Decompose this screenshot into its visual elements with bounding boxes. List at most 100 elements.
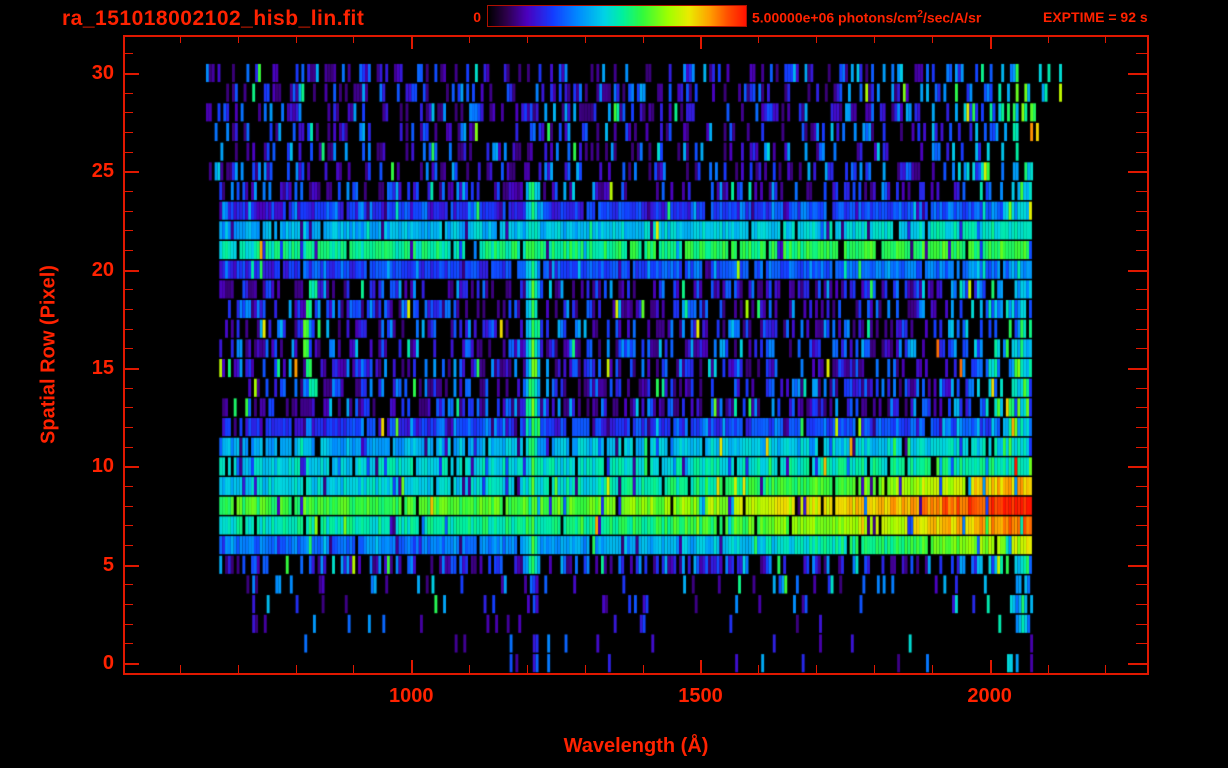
x-tick-minor: [237, 665, 239, 673]
y-tick-major-right: [1128, 171, 1147, 174]
x-tick-minor-top: [1047, 37, 1049, 43]
y-tick-minor: [125, 328, 133, 330]
x-tick-minor: [758, 665, 760, 673]
y-tick-major: [125, 564, 139, 567]
x-tick-minor-top: [526, 37, 528, 43]
y-tick-label: 10: [91, 455, 114, 478]
y-tick-minor: [125, 191, 133, 193]
x-tick-minor: [469, 665, 471, 673]
y-tick-minor-right: [1136, 309, 1147, 311]
colorbar-max-label: 5.00000e+06 photons/cm2/sec/A/sr: [752, 9, 981, 26]
x-tick-minor-top: [1105, 37, 1107, 43]
y-tick-minor-right: [1136, 604, 1147, 606]
x-tick-minor: [295, 665, 297, 673]
y-tick-minor: [125, 289, 133, 291]
y-tick-minor: [125, 643, 133, 645]
y-tick-major-right: [1128, 73, 1147, 75]
colorbar-gradient: [488, 6, 746, 26]
x-tick-label: 1000: [389, 685, 434, 707]
x-tick-minor-top: [584, 37, 586, 43]
y-tick-major-right: [1128, 466, 1147, 469]
x-tick-minor: [353, 665, 355, 673]
y-tick-minor-right: [1136, 250, 1147, 252]
y-tick-minor: [125, 525, 133, 527]
y-tick-minor-right: [1136, 623, 1147, 625]
y-tick-label: 30: [91, 62, 114, 84]
x-tick-minor-top: [874, 37, 875, 43]
y-tick-minor-right: [1136, 230, 1147, 232]
colorbar: [487, 5, 747, 27]
y-tick-minor-right: [1136, 92, 1147, 94]
y-tick-label: 0: [102, 652, 114, 675]
x-tick-minor: [1047, 665, 1049, 673]
x-tick-minor: [816, 665, 818, 673]
y-tick-label: 15: [91, 357, 114, 380]
y-tick-minor-right: [1136, 191, 1147, 193]
y-tick-minor-right: [1136, 151, 1147, 153]
y-tick-minor: [125, 230, 133, 232]
y-tick-minor: [125, 387, 133, 389]
y-tick-minor: [125, 348, 133, 350]
x-tick-major: [989, 660, 992, 673]
y-tick-minor-right: [1136, 407, 1147, 409]
x-tick-major-top: [700, 37, 703, 49]
x-tick-major-top: [411, 37, 414, 49]
y-tick-label: 25: [91, 160, 114, 183]
x-tick-minor: [931, 665, 933, 673]
colorbar-max-label-suffix: /sec/A/sr: [922, 9, 982, 26]
y-tick-minor: [125, 132, 133, 134]
y-tick-minor-right: [1136, 584, 1147, 586]
y-tick-minor: [125, 545, 133, 547]
y-tick-minor: [125, 407, 133, 409]
x-axis-label: Wavelength (Å): [563, 735, 709, 757]
y-tick-minor-right: [1136, 525, 1147, 527]
y-tick-major: [125, 269, 139, 272]
x-tick-minor: [584, 665, 586, 673]
y-tick-minor: [125, 112, 133, 114]
y-tick-minor: [125, 92, 133, 94]
y-tick-minor: [125, 53, 133, 55]
y-tick-minor: [125, 584, 133, 586]
y-tick-minor: [125, 604, 133, 606]
y-tick-minor: [125, 446, 133, 448]
x-tick-minor-top: [758, 37, 760, 43]
y-tick-major: [125, 171, 139, 174]
y-tick-minor: [125, 210, 133, 212]
y-tick-major: [125, 73, 139, 75]
spectrogram-heatmap: [125, 37, 1147, 673]
x-tick-minor-top: [353, 37, 355, 43]
x-tick-minor: [179, 665, 181, 673]
y-tick-major: [125, 663, 139, 666]
y-axis-label: Spatial Row (Pixel): [37, 265, 60, 444]
y-tick-minor-right: [1136, 289, 1147, 291]
y-tick-label: 20: [91, 258, 114, 281]
y-tick-minor: [125, 505, 133, 507]
y-tick-minor-right: [1136, 643, 1147, 645]
exptime-label: EXPTIME = 92 s: [1043, 9, 1148, 25]
x-tick-label: 2000: [967, 685, 1012, 707]
y-tick-minor-right: [1136, 348, 1147, 350]
plot-title: ra_151018002102_hisb_lin.fit: [62, 7, 365, 30]
y-tick-major-right: [1128, 663, 1147, 666]
y-tick-major-right: [1128, 368, 1147, 371]
colorbar-min-label: 0: [473, 9, 481, 25]
y-tick-minor-right: [1136, 505, 1147, 507]
x-tick-minor: [874, 665, 875, 673]
x-tick-minor: [642, 665, 644, 673]
x-tick-major-top: [989, 37, 992, 49]
x-tick-label: 1500: [678, 685, 723, 707]
x-tick-minor-top: [642, 37, 644, 43]
colorbar-max-label-prefix: 5.00000e+06 photons/cm: [752, 9, 918, 26]
x-tick-minor-top: [469, 37, 471, 43]
y-tick-minor-right: [1136, 545, 1147, 547]
y-tick-major: [125, 466, 139, 469]
y-tick-minor-right: [1136, 132, 1147, 134]
x-tick-minor: [1105, 665, 1107, 673]
y-tick-minor: [125, 250, 133, 252]
y-tick-minor-right: [1136, 210, 1147, 212]
x-tick-minor-top: [295, 37, 297, 43]
y-tick-major-right: [1128, 269, 1147, 272]
x-tick-major: [411, 660, 414, 673]
x-tick-major: [700, 660, 703, 673]
